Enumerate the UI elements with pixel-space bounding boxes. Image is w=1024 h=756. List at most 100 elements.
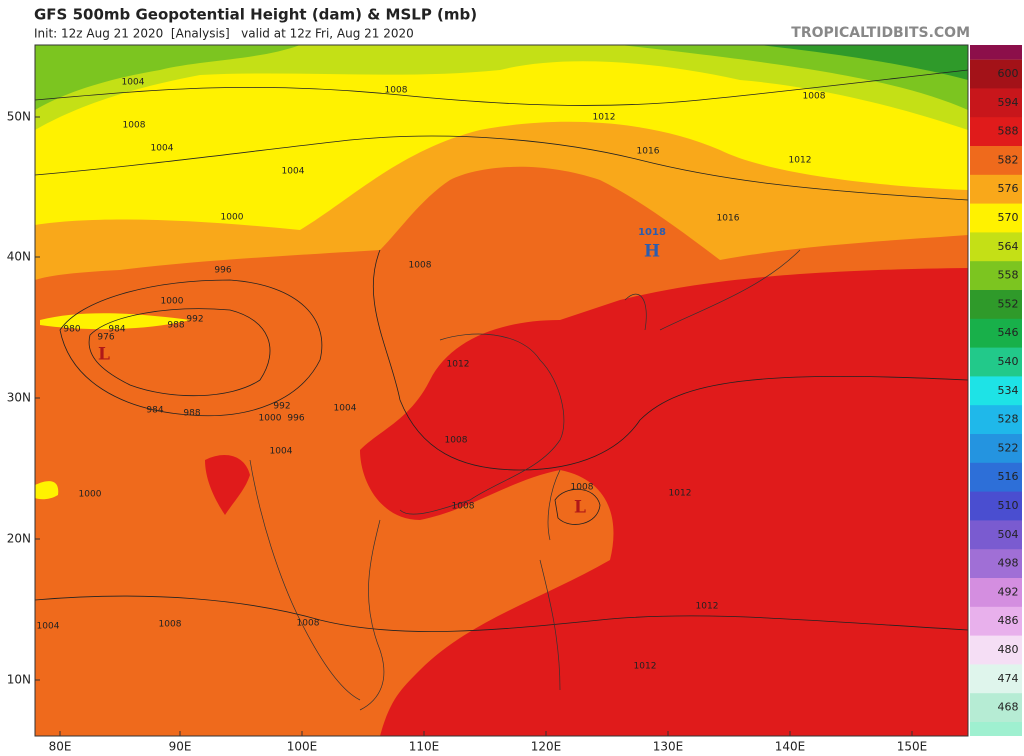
isobar-label: 1004 [270,447,293,457]
isobar-label: 1008 [452,502,475,512]
lat-label: 30N [7,391,31,405]
legend-label: 540 [998,355,1019,368]
isobar-label: 1000 [161,297,184,307]
isobar-label: 1004 [37,622,60,632]
legend-swatch [970,405,1022,435]
legend-swatch [970,318,1022,349]
axes: 50N 40N 30N 20N 10N 80E 90E 100E 110E 120E 130E 140… [7,110,928,754]
isobar-label: 992 [273,402,290,412]
legend-swatch [970,88,1022,118]
lat-label: 10N [7,673,31,687]
isobar-label: 1000 [79,490,102,500]
isobar-label: 980 [63,325,80,335]
legend-swatch [970,117,1022,147]
isobar-label: 1016 [717,214,740,224]
legend-swatch [970,635,1022,665]
isobar-label: 1012 [447,360,470,370]
isobar-label: 1008 [803,92,826,102]
legend-label: 570 [998,211,1019,224]
legend-label: 468 [998,701,1019,714]
lat-label: 40N [7,250,31,264]
legend-label: 534 [998,384,1019,397]
legend-swatch [970,146,1022,176]
legend-label: 510 [998,499,1019,512]
legend-swatch [970,376,1022,406]
lon-label: 130E [653,740,684,754]
legend-label: 522 [998,441,1019,454]
legend-label: 594 [998,96,1019,109]
legend-swatch [970,347,1022,377]
legend-label: 588 [998,125,1019,138]
isobar-label: 1000 [221,213,244,223]
isobar-label: 1004 [282,167,305,177]
legend-swatch [970,203,1022,233]
legend-swatch [970,174,1022,205]
legend-label: 546 [998,326,1019,339]
map [34,44,969,737]
legend-swatch [970,549,1022,579]
fill-588-west [205,455,250,515]
isobar-label: 1004 [122,78,145,88]
legend-swatch [970,434,1022,464]
isobar-label: 996 [214,266,231,276]
isobar-label: 992 [186,315,203,325]
low-pressure-label: L [574,498,586,518]
legend-label: 576 [998,182,1019,195]
legend-swatch [970,722,1022,736]
legend-label: 564 [998,240,1019,253]
legend-swatch [970,290,1022,320]
isobar-label: 1012 [634,662,657,672]
legend-label: 552 [998,297,1019,310]
isobar-label: 1012 [789,156,812,166]
isobar-label: 976 [97,333,114,343]
isobar-label: 984 [146,406,163,416]
isobar-label: 1018 [638,227,666,238]
isobar-label: 1008 [409,261,432,271]
isobar-label: 1012 [593,113,616,123]
isobar-label: 988 [167,321,184,331]
legend-label: 504 [998,528,1019,541]
legend-swatch [970,232,1022,262]
lon-label: 80E [49,740,72,754]
legend-swatch [970,520,1022,550]
fill-552 [760,45,968,80]
legend-label: 528 [998,413,1019,426]
fill-588 [360,268,968,736]
subtitle: Init: 12z Aug 21 2020 [Analysis] valid a… [34,27,414,41]
legend-swatch [970,693,1022,723]
isobar-label: 1012 [669,489,692,499]
legend-swatch [970,261,1022,291]
isobar-label: 1008 [123,121,146,131]
map-labels: 1004 1008 1012 1008 1008 1004 1016 1012 1004 1000… [37,78,826,672]
legend-label: 492 [998,585,1019,598]
isobar-label: 1008 [297,619,320,629]
isobar-label: 1008 [385,86,408,96]
isobar-label: 988 [183,409,200,419]
legend-swatch [970,578,1022,608]
legend-label: 480 [998,643,1019,656]
legend-swatch [970,491,1022,521]
legend-label: 558 [998,269,1019,282]
legend-label: 498 [998,557,1019,570]
lon-label: 140E [775,740,806,754]
legend-swatch [970,45,1022,60]
isobar-label: 1008 [445,436,468,446]
lon-label: 120E [531,740,562,754]
isobar-label: 1004 [151,144,174,154]
isobar-label: 1008 [159,620,182,630]
fill-564 [35,45,968,130]
fill-570 [35,45,968,230]
isobar-label: 1016 [637,147,660,157]
lon-label: 100E [287,740,318,754]
isobar-label: 1004 [334,404,357,414]
lat-label: 20N [7,532,31,546]
high-pressure-label: H [644,242,660,262]
site-name: TROPICALTIDBITS.COM [791,25,970,41]
legend-label: 600 [998,67,1019,80]
legend-swatch [970,664,1022,694]
lon-label: 110E [409,740,440,754]
legend-label: 582 [998,153,1019,166]
legend-label: 474 [998,672,1019,685]
isobar-label: 1012 [696,602,719,612]
